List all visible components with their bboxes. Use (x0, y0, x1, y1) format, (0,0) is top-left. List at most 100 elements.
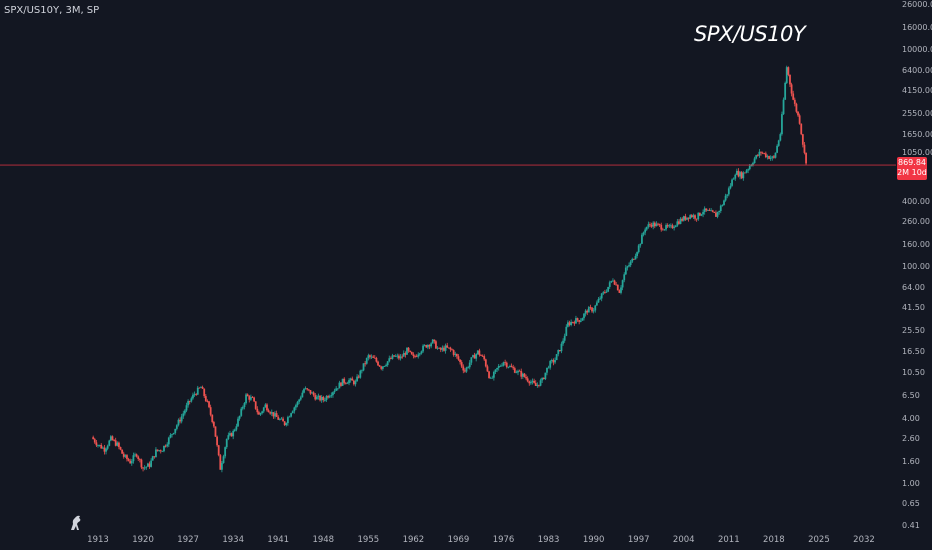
candle-body (249, 397, 252, 400)
candle-body (166, 444, 169, 447)
candle-body (146, 463, 149, 467)
candle-body (402, 353, 405, 357)
candle-body (447, 347, 450, 349)
candle-body (483, 356, 486, 360)
candle-body (428, 344, 431, 347)
candle-body (747, 169, 750, 171)
price-tick-label: 1050.00 (902, 148, 932, 158)
tradingview-dino-icon[interactable] (68, 512, 84, 532)
candle-body (341, 378, 344, 386)
candle-body (539, 380, 542, 386)
candle-body (488, 371, 490, 379)
candle-body (734, 174, 737, 179)
candle-body (621, 280, 624, 288)
symbol-label[interactable]: SPX/US10Y, 3M, SP (4, 5, 100, 16)
candle-body (179, 419, 181, 422)
candle-body (425, 345, 428, 348)
candle-body (724, 195, 727, 201)
candle-body (335, 388, 338, 391)
time-tick-label: 2025 (808, 535, 830, 545)
candle-body (232, 430, 235, 437)
candle-body (422, 345, 424, 352)
candle-body (298, 399, 301, 402)
candle-body (610, 280, 613, 283)
candle-body (135, 454, 138, 457)
candle-body (538, 384, 540, 386)
candle-body (566, 322, 569, 327)
candle-body (201, 387, 204, 389)
candle-body (142, 467, 144, 469)
candle-body (124, 455, 127, 457)
candle-body (364, 363, 367, 365)
bar-countdown: 2M 10d (897, 168, 927, 177)
price-tick-label: 6400.00 (902, 66, 932, 76)
candle-body (113, 440, 115, 441)
candle-body (451, 349, 453, 351)
candle-body (415, 356, 418, 358)
candle-body (306, 388, 309, 390)
candle-body (692, 215, 695, 218)
candle-body (676, 221, 679, 226)
candle-body (557, 350, 560, 355)
candle-body (108, 440, 111, 446)
candle-body (581, 318, 584, 321)
candle-body (414, 356, 416, 357)
candle-body (266, 404, 268, 411)
candle-body (225, 439, 228, 448)
candle-body (613, 280, 616, 285)
candle-body (241, 407, 244, 409)
candle-body (578, 320, 581, 322)
candle-body (768, 156, 770, 159)
candle-body (589, 307, 592, 309)
candle-body (520, 371, 523, 377)
candle-body (151, 456, 154, 461)
candle-body (380, 366, 383, 369)
candle-body (481, 355, 484, 357)
candle-body (752, 163, 754, 165)
candle-body (526, 378, 529, 382)
candle-body (790, 84, 793, 94)
candle-body (449, 347, 452, 350)
candle-body (196, 387, 199, 395)
candle-body (779, 134, 782, 141)
candle-body (116, 442, 119, 446)
candle-body (758, 151, 761, 156)
candle-body (571, 321, 574, 323)
candle-body (554, 360, 556, 363)
candle-body (183, 410, 186, 414)
candle-body (776, 145, 779, 153)
candle-body (533, 380, 536, 383)
candle-body (719, 205, 722, 211)
last-price-badge: 869.84 2M 10d (897, 157, 927, 180)
candle-body (536, 384, 539, 386)
candle-body (612, 280, 614, 282)
candle-body (468, 362, 471, 368)
candle-body (452, 350, 455, 355)
candle-body (777, 140, 780, 146)
candle-body (187, 400, 190, 406)
time-tick-label: 1934 (222, 535, 244, 545)
candle-body (515, 372, 518, 374)
candle-body (501, 365, 503, 367)
candle-body (277, 416, 280, 420)
candle-body (208, 401, 210, 408)
candle-body (771, 156, 774, 158)
candle-body (340, 382, 342, 386)
candle-body (299, 397, 302, 400)
candle-body (584, 310, 587, 314)
candle-body (742, 172, 745, 179)
candle-body (182, 413, 185, 417)
candle-body (301, 392, 304, 398)
candle-body (517, 370, 519, 373)
candle-body (604, 292, 606, 294)
time-tick-label: 2032 (853, 535, 875, 545)
candle-body (787, 67, 790, 75)
candle-body (100, 444, 103, 449)
candle-body (565, 326, 568, 336)
candle-body (203, 388, 206, 397)
candle-body (602, 292, 605, 294)
candle-body (204, 396, 207, 402)
candle-body (164, 445, 167, 447)
candle-body (386, 361, 389, 366)
